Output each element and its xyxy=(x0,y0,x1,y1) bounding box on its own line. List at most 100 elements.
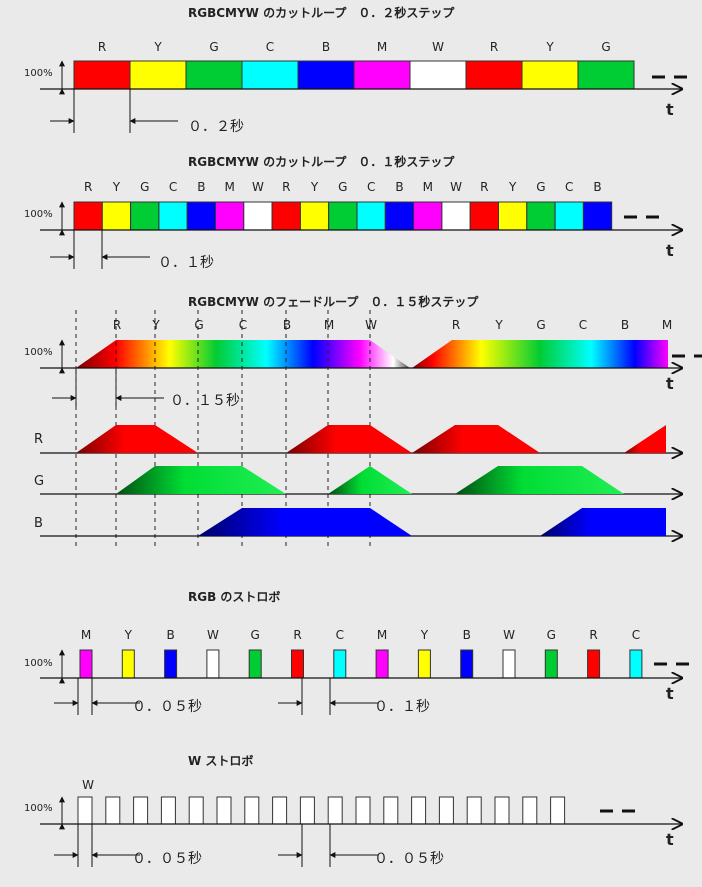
section4-pulse-label-4: G xyxy=(250,628,260,642)
section4-pulse-label-3: W xyxy=(206,628,219,642)
section2-block-2 xyxy=(130,201,160,231)
section5-pulse-13 xyxy=(438,796,454,825)
section4-pulse-13 xyxy=(629,649,643,679)
channel-b-pulse-2 xyxy=(540,508,666,536)
section4-pulse-8 xyxy=(417,649,431,679)
section4-pulse-3 xyxy=(206,649,220,679)
section5-pulse-17 xyxy=(550,796,566,825)
channel-r-pulse-4 xyxy=(624,425,666,453)
section1-block-4 xyxy=(297,60,355,90)
section2-title: RGBCMYW のカットループ ０．１秒ステップ xyxy=(188,155,455,169)
section5-pulse-9 xyxy=(327,796,343,825)
section3-label-9: G xyxy=(536,318,546,332)
section5-percent-label: 100% xyxy=(24,803,53,814)
section2-block-label-4: B xyxy=(197,180,206,194)
section2-block-14 xyxy=(469,201,500,231)
section1-block-0 xyxy=(73,60,131,90)
section4-pulse-9 xyxy=(460,649,474,679)
section2-block-label-12: M xyxy=(422,180,433,194)
section2-block-15 xyxy=(498,201,528,231)
section1-block-label-9: G xyxy=(601,40,611,54)
section4-pulse-time: ０．０５秒 xyxy=(132,699,202,715)
section2-block-label-13: W xyxy=(450,180,462,194)
section1-block-3 xyxy=(241,60,299,90)
section1-block-label-0: R xyxy=(97,40,107,54)
section2-block-18 xyxy=(582,201,613,231)
section3-percent-label: 100% xyxy=(24,347,53,358)
section2-block-label-3: C xyxy=(168,180,178,194)
section4-pulse-12 xyxy=(587,649,601,679)
section5-pulse-8 xyxy=(299,796,315,825)
section2-block-label-14: R xyxy=(480,180,489,194)
section3-step-time: ０．１５秒 xyxy=(170,393,240,409)
section4-pulse-2 xyxy=(164,649,178,679)
section5-title: W ストロボ xyxy=(188,754,254,768)
section3-label-12: M xyxy=(661,318,673,332)
section4-pulse-label-0: M xyxy=(80,628,92,642)
section5-pulse-time: ０．０５秒 xyxy=(132,851,202,867)
section4-pulse-label-8: Y xyxy=(420,628,429,642)
section2-block-label-17: C xyxy=(565,180,574,194)
section1-block-8 xyxy=(521,60,579,90)
section5-interval-time: ０．０５秒 xyxy=(374,851,444,867)
section3-label-11: B xyxy=(620,318,630,332)
section2-block-label-9: G xyxy=(338,180,348,194)
section4-pulse-11 xyxy=(544,649,558,679)
section4-title: RGB のストロボ xyxy=(188,590,281,604)
section3-label-3: C xyxy=(238,318,248,332)
section4-pulse-label-7: M xyxy=(376,628,388,642)
section2-block-16 xyxy=(526,201,556,231)
channel-g-label: G xyxy=(34,474,45,489)
channel-b-label: B xyxy=(34,516,43,531)
section4-pulse-label-5: R xyxy=(293,628,302,642)
section5-pulse-4 xyxy=(188,796,204,825)
section2-block-12 xyxy=(413,201,443,231)
channel-g-pulse-3 xyxy=(455,466,624,494)
section1-block-9 xyxy=(577,60,635,90)
section3-label-8: Y xyxy=(495,318,503,332)
section5-pulse-11 xyxy=(383,796,399,825)
section2-block-label-8: Y xyxy=(310,180,319,194)
section4-time-axis-label: t xyxy=(666,684,674,703)
section5-pulse-16 xyxy=(522,796,538,825)
section2-block-7 xyxy=(271,201,301,231)
section2-block-label-1: Y xyxy=(112,180,121,194)
section5-pulse-0 xyxy=(77,796,93,825)
channel-r-pulse-3 xyxy=(412,425,540,453)
section1-block-label-8: Y xyxy=(546,40,554,54)
section3-fade-shape-1 xyxy=(76,340,410,368)
section4-pulse-4 xyxy=(248,649,262,679)
section4-pulse-5 xyxy=(291,649,304,679)
section1-block-5 xyxy=(353,60,411,90)
section4-pulse-label-6: C xyxy=(335,628,344,642)
channel-r-label: R xyxy=(34,432,44,447)
section4-pulse-6 xyxy=(333,649,347,679)
section2-block-0 xyxy=(73,201,103,231)
section3-label-2: G xyxy=(194,318,204,332)
section1-step-time: ０．２秒 xyxy=(188,119,244,135)
section2-block-5 xyxy=(215,201,245,231)
section4-pulse-label-1: Y xyxy=(124,628,132,642)
section5-pulse-2 xyxy=(133,796,149,825)
section5-pulse-7 xyxy=(272,796,288,825)
section2-block-label-6: W xyxy=(252,180,264,194)
section1-block-label-4: B xyxy=(321,40,331,54)
section2-block-1 xyxy=(101,201,132,231)
section2-block-3 xyxy=(158,201,188,231)
section3-label-4: B xyxy=(282,318,292,332)
section1-block-1 xyxy=(129,60,187,90)
section4-pulse-label-9: B xyxy=(462,628,471,642)
section1-block-7 xyxy=(465,60,523,90)
channel-b-pulse-1 xyxy=(198,508,412,536)
section2-block-6 xyxy=(243,201,273,231)
section1-time-axis-label: t xyxy=(666,100,674,119)
section2-block-label-5: M xyxy=(224,180,235,194)
section1-block-label-1: Y xyxy=(154,40,162,54)
section3-title: RGBCMYW のフェードループ ０．１５秒ステップ xyxy=(188,295,479,309)
section4-pulse-label-13: C xyxy=(631,628,641,642)
section2-block-17 xyxy=(554,201,584,231)
section2-block-label-2: G xyxy=(140,180,150,194)
section5-pulse-5 xyxy=(216,796,232,825)
section3-label-10: C xyxy=(578,318,588,332)
